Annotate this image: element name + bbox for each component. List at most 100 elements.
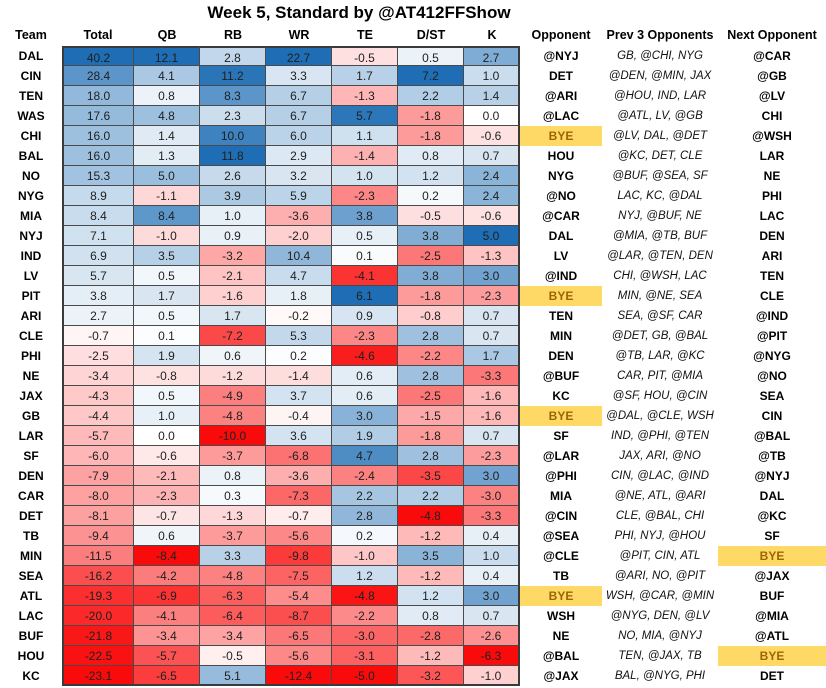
stat-cell: -1.6 xyxy=(200,286,266,306)
prev-opponents-cell: CIN, @LAC, @IND xyxy=(610,470,710,482)
stat-cell: 3.8 xyxy=(398,226,464,246)
table-row: NE -3.4 -0.8 -1.2 -1.4 0.6 2.8 -3.3 @BUF CAR, PIT… xyxy=(0,366,826,386)
stat-cell: -0.5 xyxy=(200,646,266,666)
stat-cell: -2.3 xyxy=(332,326,398,346)
prev-opponents-cell: PHI, NYJ, @HOU xyxy=(614,530,706,542)
table-row: TEN 18.0 0.8 8.3 6.7 -1.3 2.2 1.4 @ARI @HOU, IND,… xyxy=(0,86,826,106)
table-row: DEN -7.9 -2.1 0.8 -3.6 -2.4 -3.5 3.0 @PHI CIN, @L… xyxy=(0,466,826,486)
next-opponent-cell: CLE xyxy=(760,289,784,303)
stat-cell: 3.8 xyxy=(332,206,398,226)
stat-cell: -1.4 xyxy=(266,366,332,386)
table-row: NYJ 7.1 -1.0 0.9 -2.0 0.5 3.8 5.0 DAL @MIA, @TB, … xyxy=(0,226,826,246)
stat-cell: 0.8 xyxy=(134,86,200,106)
stat-cell: 2.8 xyxy=(398,446,464,466)
stat-cell: 2.3 xyxy=(200,106,266,126)
stat-cell: 0.5 xyxy=(332,226,398,246)
stat-cell: -3.4 xyxy=(200,626,266,646)
stat-cell: 3.6 xyxy=(266,426,332,446)
next-opponent-cell: NE xyxy=(763,169,781,183)
stat-cell: -8.0 xyxy=(62,486,134,506)
team-cell: BUF xyxy=(18,629,44,643)
stat-cell: 3.3 xyxy=(266,66,332,86)
stat-cell: -0.7 xyxy=(266,506,332,526)
stat-cell: -3.6 xyxy=(266,466,332,486)
next-opponent-cell: @KC xyxy=(757,509,787,523)
table-row: LV 5.7 0.5 -2.1 4.7 -4.1 3.8 3.0 @IND CHI, @WSH, … xyxy=(0,266,826,286)
stat-cell: -7.3 xyxy=(266,486,332,506)
stat-cell: -6.5 xyxy=(134,666,200,686)
next-opponent-cell: SEA xyxy=(759,389,785,403)
stat-cell: 22.7 xyxy=(266,46,332,66)
opponent-cell: BYE xyxy=(520,406,602,426)
table-row: MIN -11.5 -8.4 3.3 -9.8 -1.0 3.5 1.0 @CLE @PIT, C… xyxy=(0,546,826,566)
prev-opponents-cell: CHI, @WSH, LAC xyxy=(613,270,707,282)
stat-cell: -0.6 xyxy=(134,446,200,466)
stat-cell: -5.0 xyxy=(332,666,398,686)
team-cell: ATL xyxy=(19,589,43,603)
stat-cell: 0.2 xyxy=(266,346,332,366)
stat-cell: -22.5 xyxy=(62,646,134,666)
team-cell: DEN xyxy=(18,469,44,483)
stat-cell: 0.2 xyxy=(332,526,398,546)
stat-cell: -0.7 xyxy=(62,326,134,346)
stat-cell: -1.0 xyxy=(134,226,200,246)
opponent-cell: WSH xyxy=(547,609,575,623)
next-opponent-cell: @GB xyxy=(757,69,787,83)
stat-cell: -2.3 xyxy=(134,486,200,506)
stat-cell: -6.3 xyxy=(200,586,266,606)
next-opponent-cell: BUF xyxy=(759,589,785,603)
col-header-k: K xyxy=(487,28,497,42)
stat-cell: 3.5 xyxy=(398,546,464,566)
header-row: Team Total QB RB WR TE D/ST K Opponent Prev 3 Opp… xyxy=(0,26,826,46)
stat-cell: -20.0 xyxy=(62,606,134,626)
prev-opponents-cell: IND, @PHI, @TEN xyxy=(610,430,710,442)
team-cell: SF xyxy=(23,449,39,463)
table-row: BAL 16.0 1.3 11.8 2.9 -1.4 0.8 0.7 HOU @KC, DET, … xyxy=(0,146,826,166)
opponent-cell: @CAR xyxy=(542,209,580,223)
stat-cell: 4.1 xyxy=(134,66,200,86)
stat-cell: 3.5 xyxy=(134,246,200,266)
prev-opponents-cell: @NYG, DEN, @LV xyxy=(610,610,710,622)
stat-cell: 3.7 xyxy=(266,386,332,406)
stat-cell: -2.4 xyxy=(332,466,398,486)
next-opponent-cell: BYE xyxy=(718,646,826,666)
team-cell: BAL xyxy=(18,149,44,163)
stat-cell: -1.2 xyxy=(398,646,464,666)
stat-cell: 3.8 xyxy=(62,286,134,306)
stat-cell: -10.0 xyxy=(200,426,266,446)
col-header-opponent: Opponent xyxy=(531,28,591,42)
opponent-cell: BYE xyxy=(520,586,602,606)
stat-cell: -2.3 xyxy=(464,446,520,466)
col-header-prev-3-opponents: Prev 3 Opponents xyxy=(606,28,714,42)
stat-cell: 0.6 xyxy=(200,346,266,366)
col-header-wr: WR xyxy=(288,28,310,42)
stat-cell: 1.0 xyxy=(464,66,520,86)
stat-cell: -1.1 xyxy=(134,186,200,206)
stat-cell: 2.2 xyxy=(398,86,464,106)
col-header-team: Team xyxy=(15,28,47,42)
stat-cell: -23.1 xyxy=(62,666,134,686)
stat-cell: 6.7 xyxy=(266,86,332,106)
team-cell: IND xyxy=(20,249,42,263)
stat-cell: 16.0 xyxy=(62,126,134,146)
stat-cell: -2.3 xyxy=(464,286,520,306)
stat-cell: 4.7 xyxy=(332,446,398,466)
opponent-cell: @SEA xyxy=(542,529,580,543)
next-opponent-cell: LAC xyxy=(759,209,785,223)
stat-cell: 0.9 xyxy=(332,306,398,326)
stat-cell: -0.7 xyxy=(134,506,200,526)
prev-opponents-cell: @KC, DET, CLE xyxy=(617,150,703,162)
stat-cell: 0.4 xyxy=(464,566,520,586)
table-row: LAC -20.0 -4.1 -6.4 -8.7 -2.2 0.8 0.7 WSH @NYG, D… xyxy=(0,606,826,626)
stat-cell: -1.5 xyxy=(398,406,464,426)
stat-cell: 8.4 xyxy=(134,206,200,226)
stat-cell: -6.4 xyxy=(200,606,266,626)
table-row: NYG 8.9 -1.1 3.9 5.9 -2.3 0.2 2.4 @NO LAC, KC, @D… xyxy=(0,186,826,206)
stat-cell: 2.7 xyxy=(464,46,520,66)
table-row: BUF -21.8 -3.4 -3.4 -6.5 -3.0 -2.8 -2.6 NE NO, MI… xyxy=(0,626,826,646)
stat-cell: -0.4 xyxy=(266,406,332,426)
table-row: WAS 17.6 4.8 2.3 6.7 5.7 -1.8 0.0 @LAC @ATL, LV, … xyxy=(0,106,826,126)
team-cell: NYJ xyxy=(19,229,43,243)
stat-cell: 4.8 xyxy=(134,106,200,126)
stat-cell: 0.5 xyxy=(398,46,464,66)
